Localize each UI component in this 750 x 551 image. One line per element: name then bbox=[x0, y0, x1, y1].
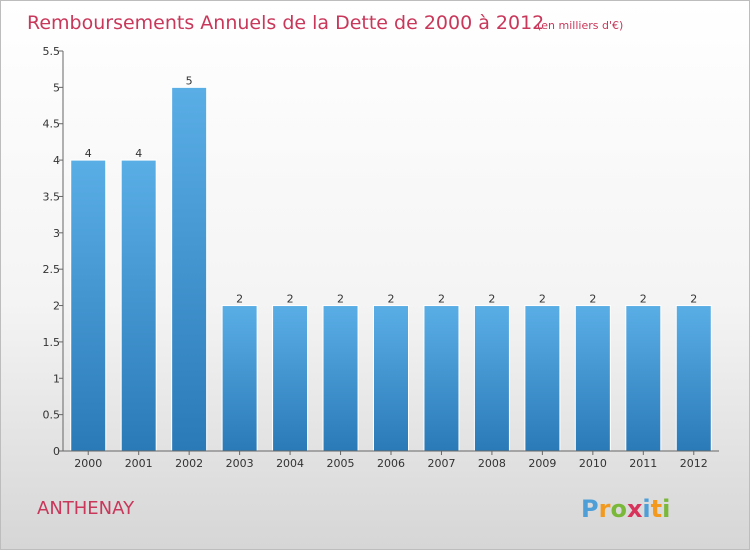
bar-2004 bbox=[272, 305, 309, 452]
bar-value-label: 4 bbox=[85, 147, 92, 160]
y-tick-label: 0 bbox=[53, 445, 60, 458]
bar-value-label: 5 bbox=[186, 74, 193, 87]
x-tick-label: 2010 bbox=[579, 457, 607, 470]
y-tick-label: 4.5 bbox=[43, 118, 61, 131]
bar-2005 bbox=[322, 305, 359, 452]
x-tick-label: 2008 bbox=[478, 457, 506, 470]
bar-value-label: 2 bbox=[539, 293, 546, 306]
x-tick-label: 2002 bbox=[175, 457, 203, 470]
proxiti-logo: Proxiti bbox=[581, 495, 670, 523]
x-tick-label: 2003 bbox=[226, 457, 254, 470]
logo-letter: r bbox=[599, 495, 611, 523]
x-tick-label: 2011 bbox=[629, 457, 657, 470]
bar-2002 bbox=[171, 86, 208, 452]
y-tick-label: 4 bbox=[53, 154, 60, 167]
bars: 4 4 5 2 2 2 2 2 2 2 2 2 2 bbox=[70, 74, 712, 452]
bar-2000 bbox=[70, 159, 107, 452]
x-tick-label: 2007 bbox=[427, 457, 455, 470]
x-tick-label: 2009 bbox=[528, 457, 556, 470]
bar-value-label: 2 bbox=[640, 293, 647, 306]
logo-letter: i bbox=[662, 495, 670, 523]
bar-value-label: 2 bbox=[690, 293, 697, 306]
x-tick-label: 2001 bbox=[125, 457, 153, 470]
x-tick-label: 2006 bbox=[377, 457, 405, 470]
y-tick-label: 2.5 bbox=[43, 263, 61, 276]
y-tick-label: 1.5 bbox=[43, 336, 61, 349]
bar-value-label: 2 bbox=[337, 293, 344, 306]
y-axis: 0 0.5 1 1.5 2 2.5 3 3.5 4 4.5 5 5.5 bbox=[43, 45, 64, 458]
bar-2001 bbox=[120, 159, 157, 452]
chart-title: Remboursements Annuels de la Dette de 20… bbox=[27, 12, 544, 34]
y-tick-label: 3 bbox=[53, 227, 60, 240]
logo-letter: P bbox=[581, 495, 599, 523]
bar-value-label: 2 bbox=[236, 293, 243, 306]
x-axis: 2000 2001 2002 2003 2004 2005 2006 2007 2008 2009… bbox=[63, 450, 719, 470]
bar-2006 bbox=[373, 305, 409, 452]
bar-value-label: 2 bbox=[438, 293, 445, 306]
y-tick-label: 0.5 bbox=[43, 409, 61, 422]
y-tick-label: 5 bbox=[53, 81, 60, 94]
bar-value-label: 2 bbox=[488, 293, 495, 306]
bar-value-label: 4 bbox=[135, 147, 142, 160]
chart-subtitle: (en milliers d'€) bbox=[537, 19, 623, 32]
bar-2007 bbox=[423, 305, 460, 452]
logo-letter: i bbox=[642, 495, 650, 523]
x-tick-label: 2005 bbox=[327, 457, 355, 470]
place-name: ANTHENAY bbox=[37, 498, 135, 519]
logo-letter: o bbox=[610, 495, 627, 523]
bar-2009 bbox=[524, 305, 561, 452]
bar-2012 bbox=[675, 305, 712, 452]
x-tick-label: 2000 bbox=[74, 457, 102, 470]
x-tick-label: 2012 bbox=[680, 457, 708, 470]
y-tick-label: 1 bbox=[53, 372, 60, 385]
bar-2008 bbox=[473, 305, 510, 452]
y-tick-label: 2 bbox=[53, 300, 60, 313]
bar-2003 bbox=[221, 305, 258, 452]
x-tick-label: 2004 bbox=[276, 457, 304, 470]
bar-2010 bbox=[574, 305, 611, 452]
bar-value-label: 2 bbox=[589, 293, 596, 306]
bar-value-label: 2 bbox=[388, 293, 395, 306]
logo-letter: t bbox=[651, 495, 662, 523]
bar-value-label: 2 bbox=[287, 293, 294, 306]
y-tick-label: 3.5 bbox=[43, 190, 61, 203]
bar-2011 bbox=[625, 305, 662, 452]
logo-letter: x bbox=[627, 495, 643, 523]
y-tick-label: 5.5 bbox=[43, 45, 61, 58]
